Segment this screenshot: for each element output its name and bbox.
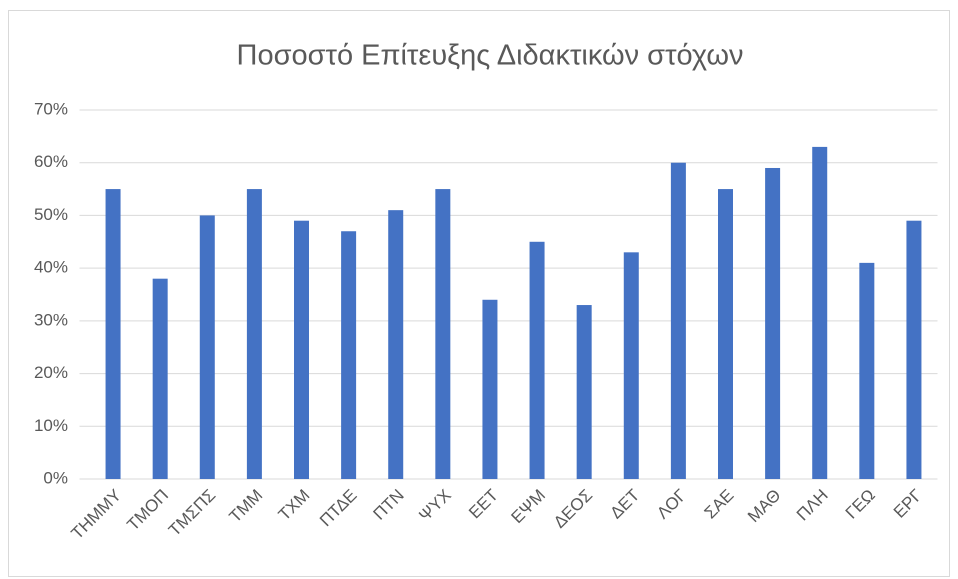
y-tick-label: 70% xyxy=(34,99,68,118)
y-tick-label: 20% xyxy=(34,363,68,382)
bar xyxy=(765,167,781,479)
y-tick-label: 30% xyxy=(34,310,68,329)
bar xyxy=(341,231,357,479)
bar xyxy=(435,189,451,480)
bar xyxy=(529,241,545,479)
y-tick-label: 10% xyxy=(34,416,68,435)
y-tick-label: 50% xyxy=(34,205,68,224)
chart-border xyxy=(8,10,950,577)
bar xyxy=(718,189,733,480)
bar xyxy=(105,189,121,480)
bar xyxy=(906,220,922,479)
bar xyxy=(388,210,404,479)
bar xyxy=(246,189,262,480)
bar xyxy=(623,252,639,479)
bar xyxy=(482,299,498,479)
bar xyxy=(812,146,828,479)
bar xyxy=(199,215,215,479)
bar xyxy=(670,162,686,479)
y-tick-label: 40% xyxy=(34,258,68,277)
bar xyxy=(152,278,168,479)
bar xyxy=(294,220,309,479)
bar xyxy=(576,305,592,479)
y-tick-label: 0% xyxy=(43,468,68,487)
y-tick-label: 60% xyxy=(34,152,68,171)
bar xyxy=(859,262,875,479)
chart-title: Ποσοστό Επίτευξης Διδακτικών στόχων xyxy=(237,40,744,72)
